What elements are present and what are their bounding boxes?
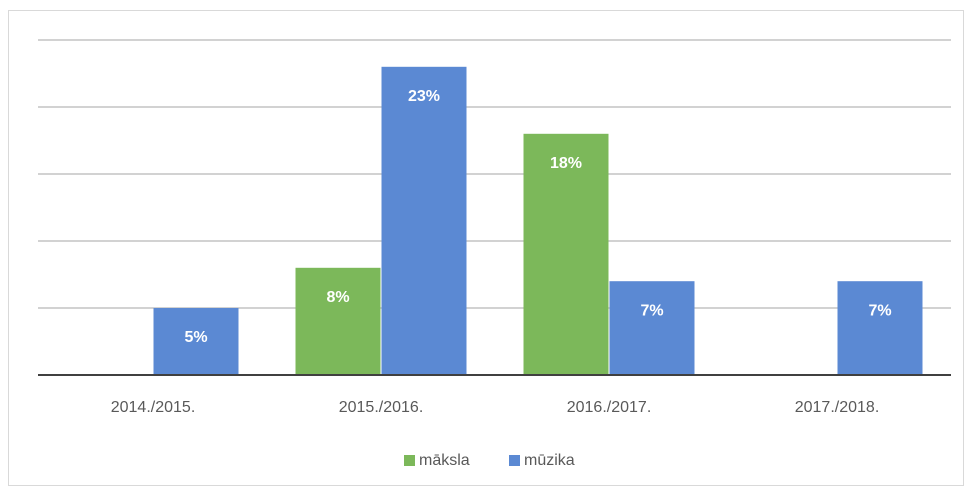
data-label: 7%	[640, 302, 663, 319]
x-tick-label: 2015./2016.	[339, 399, 424, 416]
legend-swatch	[404, 455, 415, 466]
data-label: 7%	[868, 302, 891, 319]
data-label: 8%	[326, 289, 349, 306]
legend-swatch	[509, 455, 520, 466]
bar	[153, 308, 239, 375]
x-tick-label: 2014./2015.	[111, 399, 196, 416]
data-label: 23%	[408, 88, 440, 105]
x-tick-label: 2016./2017.	[567, 399, 652, 416]
data-label: 18%	[550, 155, 582, 172]
bar	[837, 281, 923, 375]
legend-label: mūzika	[524, 452, 575, 469]
bar	[381, 66, 467, 376]
legend-label: māksla	[419, 452, 470, 469]
x-tick-label: 2017./2018.	[795, 399, 880, 416]
bar	[523, 133, 609, 375]
bar	[295, 267, 381, 375]
chart-frame	[8, 10, 964, 486]
data-label: 5%	[184, 329, 207, 346]
bar	[609, 281, 695, 375]
